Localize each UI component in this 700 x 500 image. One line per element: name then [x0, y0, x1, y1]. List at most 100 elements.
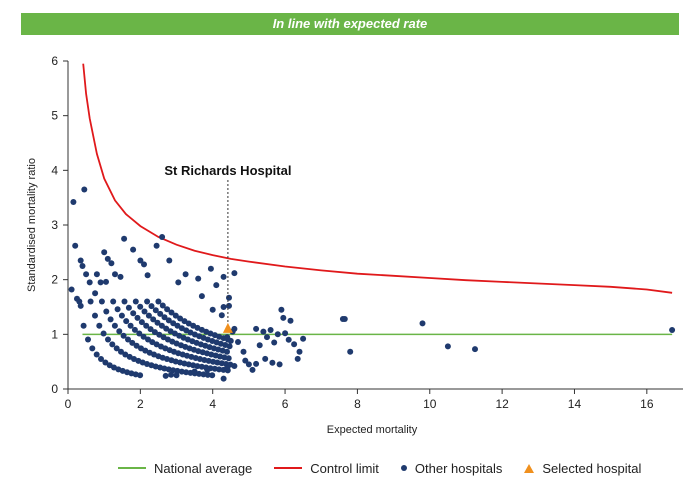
hospital-point — [269, 359, 276, 366]
hospital-point — [253, 360, 260, 367]
x-tick-label: 8 — [354, 397, 361, 411]
hospital-point — [175, 279, 182, 286]
hospital-point — [105, 336, 111, 343]
hospital-point — [262, 355, 269, 362]
hospital-point — [96, 322, 103, 329]
hospital-point — [93, 271, 100, 278]
hospital-point — [419, 320, 426, 327]
hospital-point — [174, 322, 181, 329]
hospital-point — [122, 351, 129, 358]
legend-item-national: National average — [118, 461, 252, 476]
hospital-point — [196, 370, 203, 377]
hospital-point — [87, 298, 94, 305]
hospital-point — [92, 290, 99, 297]
y-axis-label: Standardised mortality ratio — [26, 158, 38, 292]
y-tick-label: 6 — [51, 54, 58, 68]
hospital-point — [98, 298, 105, 305]
hospital-point — [104, 255, 111, 262]
hospital-point — [151, 329, 158, 336]
hospital-point — [165, 317, 172, 324]
hospital-point — [253, 325, 260, 332]
hospital-point — [77, 302, 84, 309]
hospital-point — [153, 242, 160, 249]
hospital-point — [132, 298, 139, 305]
hospital-point — [110, 298, 117, 305]
hospital-point — [341, 316, 348, 322]
hospital-point — [144, 298, 151, 305]
hospital-point — [271, 339, 278, 346]
y-tick-label: 4 — [51, 163, 58, 177]
hospital-point — [85, 336, 91, 343]
hospital-point — [198, 293, 205, 300]
control-line-icon — [274, 467, 303, 469]
x-tick-label: 14 — [568, 397, 582, 411]
hospital-point — [157, 310, 164, 317]
hospital-point — [107, 316, 114, 323]
hospital-point — [267, 327, 274, 333]
selected-hospital-marker — [222, 322, 233, 333]
hospital-point — [141, 308, 148, 315]
hospital-point — [191, 368, 198, 375]
hospital-point — [74, 295, 80, 302]
legend-other-label: Other hospitals — [414, 460, 503, 476]
hospital-point — [111, 322, 118, 329]
annotation: St Richards Hospital — [164, 163, 291, 323]
x-tick-label: 12 — [495, 397, 509, 411]
hospital-point — [152, 307, 159, 314]
hospital-point — [97, 279, 104, 286]
y-tick-label: 0 — [51, 382, 58, 396]
hospital-point — [218, 312, 225, 319]
hospital-point — [93, 351, 100, 358]
hospital-point — [123, 318, 130, 325]
hospital-point — [256, 342, 263, 349]
hospital-point — [89, 345, 96, 352]
hospital-point — [137, 257, 144, 264]
hospital-point — [159, 302, 166, 309]
x-axis-label: Expected mortality — [327, 424, 418, 436]
legend-item-selected: Selected hospital — [524, 461, 641, 476]
y-tick-label: 1 — [51, 327, 58, 341]
hospital-point — [138, 319, 145, 326]
x-tick-label: 6 — [282, 397, 289, 411]
status-banner: In line with expected rate — [21, 13, 679, 35]
hospital-point — [158, 322, 165, 329]
hospital-point — [86, 279, 93, 286]
legend: National average Control limit Other hos… — [118, 458, 663, 478]
hospital-point — [101, 249, 108, 256]
hospital-point — [70, 199, 77, 205]
hospital-point — [168, 309, 175, 316]
hospital-point — [170, 320, 177, 327]
hospital-point — [216, 366, 223, 373]
hospital-point — [213, 282, 220, 289]
hospital-point — [121, 235, 128, 242]
national-line-icon — [118, 467, 146, 469]
hospital-point — [81, 186, 88, 193]
hospital-point — [291, 341, 298, 348]
hospital-point — [226, 302, 232, 309]
dot-icon — [400, 465, 407, 471]
other-hospitals-series — [68, 186, 676, 382]
hospital-point — [117, 273, 124, 280]
hospital-point — [145, 336, 151, 343]
hospital-point — [109, 341, 116, 348]
hospital-point — [231, 270, 238, 277]
hospital-point — [276, 361, 283, 368]
hospital-point — [240, 348, 247, 355]
hospital-point — [131, 326, 138, 333]
hospital-point — [108, 260, 115, 267]
hospital-point — [209, 306, 216, 313]
legend-national-label: National average — [154, 460, 253, 476]
legend-selected-label: Selected hospital — [542, 460, 642, 476]
hospital-point — [79, 263, 86, 269]
hospital-point — [164, 306, 171, 313]
hospital-point — [68, 286, 75, 293]
hospital-point — [143, 322, 150, 329]
hospital-point — [155, 298, 162, 305]
hospital-point — [285, 336, 292, 343]
hospital-point — [168, 371, 175, 378]
hospital-point — [226, 343, 233, 350]
hospital-point — [166, 257, 173, 264]
hospital-point — [231, 363, 238, 369]
selected-hospital-series — [222, 322, 233, 333]
hospital-point — [161, 314, 168, 321]
